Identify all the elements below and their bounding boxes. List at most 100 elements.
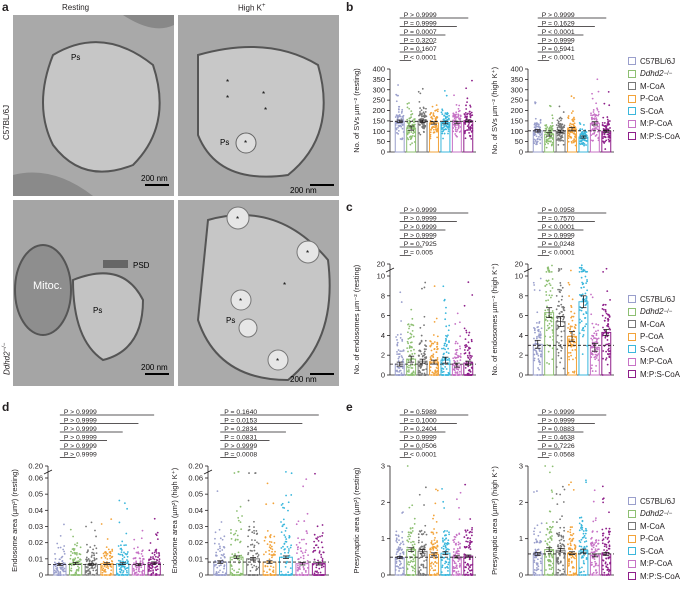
data-point [233, 569, 236, 572]
data-point [217, 548, 220, 551]
data-point [397, 349, 400, 351]
data-point [410, 131, 413, 133]
data-point [561, 485, 564, 488]
data-point [467, 568, 470, 570]
data-point [602, 304, 604, 307]
data-point [605, 557, 607, 560]
data-point [232, 556, 235, 558]
data-point [572, 110, 574, 113]
data-point [124, 573, 127, 576]
data-point [445, 325, 448, 328]
data-point [551, 278, 554, 280]
data-point [570, 95, 573, 98]
data-point [463, 304, 466, 307]
data-point [409, 143, 412, 146]
data-point [239, 541, 241, 544]
data-point [56, 569, 59, 572]
data-point [586, 278, 588, 281]
data-point [233, 533, 235, 536]
data-point [322, 551, 325, 554]
data-point [280, 547, 283, 549]
data-point [469, 104, 471, 107]
data-point [578, 522, 581, 525]
y-tick-label: 300 [372, 85, 385, 94]
data-point [573, 118, 576, 121]
data-point [411, 544, 414, 546]
data-point [557, 270, 560, 272]
data-point [533, 530, 535, 533]
data-point [593, 489, 596, 492]
data-point [413, 374, 416, 376]
comparison-label: P > 0.9999 [542, 12, 575, 19]
data-point [590, 337, 593, 340]
data-point [429, 360, 431, 363]
data-point [442, 545, 445, 548]
data-point [89, 546, 92, 549]
data-point [285, 494, 287, 497]
data-point [434, 126, 437, 129]
data-point [122, 570, 125, 572]
data-point [545, 270, 548, 273]
data-point [579, 318, 581, 321]
data-point [249, 543, 252, 546]
data-point [223, 546, 226, 549]
data-point [594, 358, 597, 361]
data-point [592, 334, 595, 337]
data-point [93, 566, 96, 569]
legend-label: M:P:S-CoA [640, 369, 681, 379]
data-point [550, 127, 553, 130]
data-point [570, 306, 573, 309]
data-point [534, 126, 537, 129]
data-point [436, 343, 439, 345]
comparison-label: P > 0.9999 [64, 443, 97, 450]
data-point [581, 130, 584, 133]
data-point [466, 345, 468, 348]
data-point [101, 571, 104, 574]
data-point [548, 282, 551, 285]
data-point [596, 108, 599, 111]
data-point [596, 530, 599, 533]
data-point [397, 94, 399, 97]
data-point [436, 356, 439, 359]
data-point [457, 354, 459, 357]
data-point [121, 554, 124, 557]
data-point [595, 357, 598, 359]
data-point [596, 125, 599, 128]
data-point [535, 321, 538, 324]
data-point [297, 564, 299, 567]
data-point [559, 518, 561, 521]
data-point [569, 332, 572, 334]
data-point [606, 133, 609, 136]
data-point [120, 547, 123, 550]
em-image-wt-resting: Ps 200 nm [13, 15, 174, 196]
data-point [430, 349, 433, 352]
data-point [559, 361, 562, 364]
data-point [402, 114, 405, 117]
data-point [239, 505, 242, 508]
data-point [452, 126, 454, 129]
data-point [287, 574, 290, 576]
data-point [569, 131, 572, 134]
data-point [467, 126, 470, 129]
data-point [413, 131, 416, 134]
data-point [412, 335, 415, 338]
data-point [556, 324, 559, 327]
chart-d-resting: Endosome area (µm²) (resting) 0 0.01 0.02 0.… [8, 405, 168, 593]
panel-label-e: e [346, 400, 353, 414]
data-point [582, 282, 585, 285]
data-point [306, 532, 309, 535]
data-point [465, 530, 467, 533]
data-point [585, 481, 587, 484]
y-axis-label: No. of endosomes µm⁻² (high K⁺) [490, 263, 499, 376]
data-point [559, 139, 562, 142]
data-point [321, 559, 324, 562]
data-point [459, 546, 461, 549]
data-point [253, 574, 256, 576]
data-point [413, 547, 415, 550]
data-point [608, 350, 610, 353]
data-point [421, 113, 423, 116]
comparison-label: P = 0.9999 [404, 20, 437, 27]
data-point [456, 552, 459, 555]
data-point [540, 133, 543, 136]
data-point [57, 574, 59, 576]
